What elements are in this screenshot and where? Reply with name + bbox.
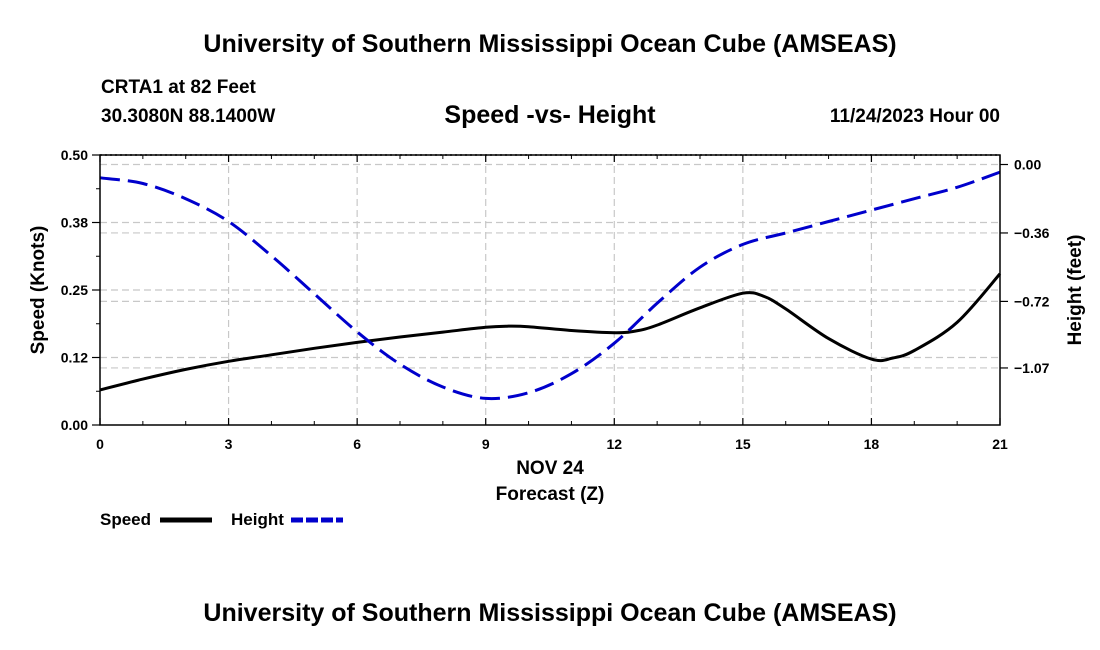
top-title: University of Southern Mississippi Ocean…: [203, 30, 897, 58]
y-tick-label: 0.00: [61, 417, 88, 433]
chart-title: Speed -vs- Height: [444, 101, 656, 129]
legend: Speed Height: [100, 510, 343, 529]
y-tick-label: 0.50: [61, 147, 88, 163]
axes: 0 3 6 9 12 15 18 21 0.00 0.12 0.25 0.38 0.50 0.00 −0.3…: [61, 147, 1050, 452]
y2-tick-label: −0.36: [1014, 225, 1050, 241]
y2-tick-label: 0.00: [1014, 157, 1041, 173]
y-tick-label: 0.38: [61, 215, 88, 231]
series-line-speed: [99, 272, 1002, 392]
y2-tick-label: −1.07: [1014, 360, 1050, 376]
x-tick-label: 15: [735, 436, 751, 452]
x-axis-title: Forecast (Z): [496, 484, 605, 505]
series-line-height: [99, 170, 1001, 401]
legend-label-height: Height: [231, 510, 284, 529]
y-axis-title: Speed (Knots): [28, 226, 49, 355]
coords-label: 30.3080N 88.1400W: [101, 106, 276, 127]
bottom-title: University of Southern Mississippi Ocean…: [203, 599, 897, 627]
series-layer: [99, 170, 1002, 401]
x-tick-label: 21: [992, 436, 1008, 452]
legend-label-speed: Speed: [100, 510, 151, 529]
x-tick-label: 18: [864, 436, 880, 452]
datetime-label: 11/24/2023 Hour 00: [829, 106, 1000, 127]
x-tick-label: 12: [606, 436, 622, 452]
station-label: CRTA1 at 82 Feet: [101, 77, 256, 98]
x-tick-label: 6: [353, 436, 361, 452]
y2-tick-label: −0.72: [1014, 293, 1050, 309]
y2-axis-title: Height (feet): [1065, 235, 1086, 346]
x-sublabel: NOV 24: [516, 458, 584, 479]
x-tick-label: 0: [96, 436, 104, 452]
y-tick-label: 0.12: [61, 350, 88, 366]
x-tick-label: 3: [225, 436, 233, 452]
y-tick-label: 0.25: [61, 282, 88, 298]
x-tick-label: 9: [482, 436, 490, 452]
